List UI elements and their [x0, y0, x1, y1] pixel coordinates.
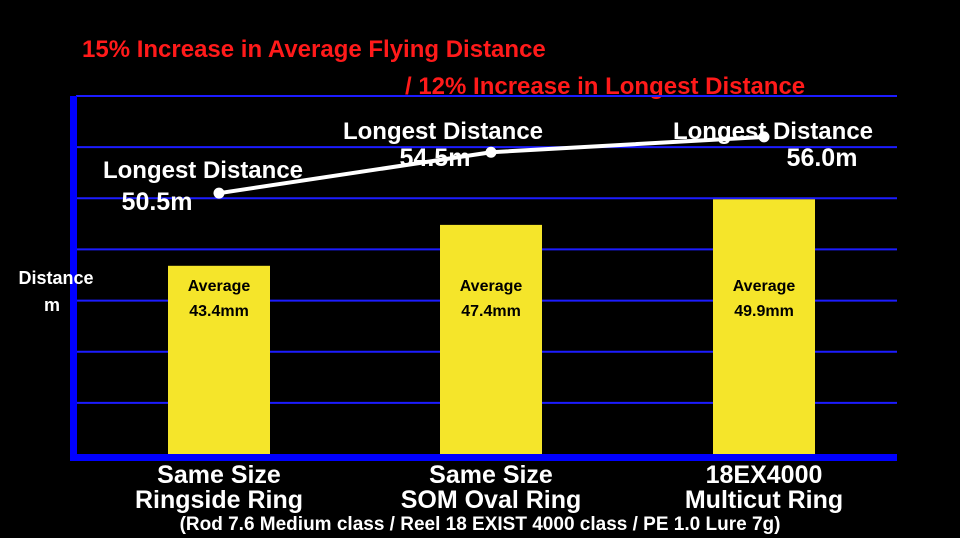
category-label-3-line1: 18EX4000	[705, 461, 823, 489]
chart-title: 15% Increase in Average Flying Distance	[82, 36, 546, 63]
y-axis-unit: m	[43, 295, 60, 315]
line-point-name-label: Longest Distance	[343, 118, 543, 145]
series-point	[485, 146, 497, 158]
bar-value-label: 49.9mm	[734, 303, 794, 320]
bar-average-label: Average	[188, 278, 251, 295]
y-axis-label: Distance	[18, 268, 94, 288]
category-label-1-line2: Ringside Ring	[134, 486, 304, 514]
x-axis	[70, 454, 897, 461]
bar	[713, 199, 815, 454]
category-label-2-line1: Same Size	[429, 461, 553, 489]
category-label-1-line1: Same Size	[157, 461, 281, 489]
category-label-2-line2: SOM Oval Ring	[400, 486, 582, 514]
y-axis	[70, 96, 77, 461]
bar	[168, 265, 270, 454]
bar-average-label: Average	[733, 278, 796, 295]
category-label-1: Same Size Ringside Ring	[89, 463, 349, 513]
series-point	[758, 131, 770, 143]
line-point-name-label: Longest Distance	[673, 118, 873, 145]
line-point-value-label: 50.5m	[122, 188, 193, 216]
test-conditions-note: (Rod 7.6 Medium class / Reel 18 EXIST 40…	[179, 514, 781, 535]
category-label-3-line2: Multicut Ring	[684, 486, 844, 514]
category-label-2: Same Size SOM Oval Ring	[361, 463, 621, 513]
bar-value-label: 43.4mm	[189, 303, 249, 320]
line-point-name-label: Longest Distance	[103, 157, 303, 184]
bar-value-label: 47.4mm	[461, 303, 521, 320]
category-label-3: 18EX4000 Multicut Ring	[634, 463, 894, 513]
bar-average-label: Average	[460, 278, 523, 295]
line-point-value-label: 56.0m	[787, 144, 858, 172]
line-point-value-label: 54.5m	[400, 144, 471, 172]
series-point	[213, 187, 225, 199]
bar	[440, 224, 542, 454]
